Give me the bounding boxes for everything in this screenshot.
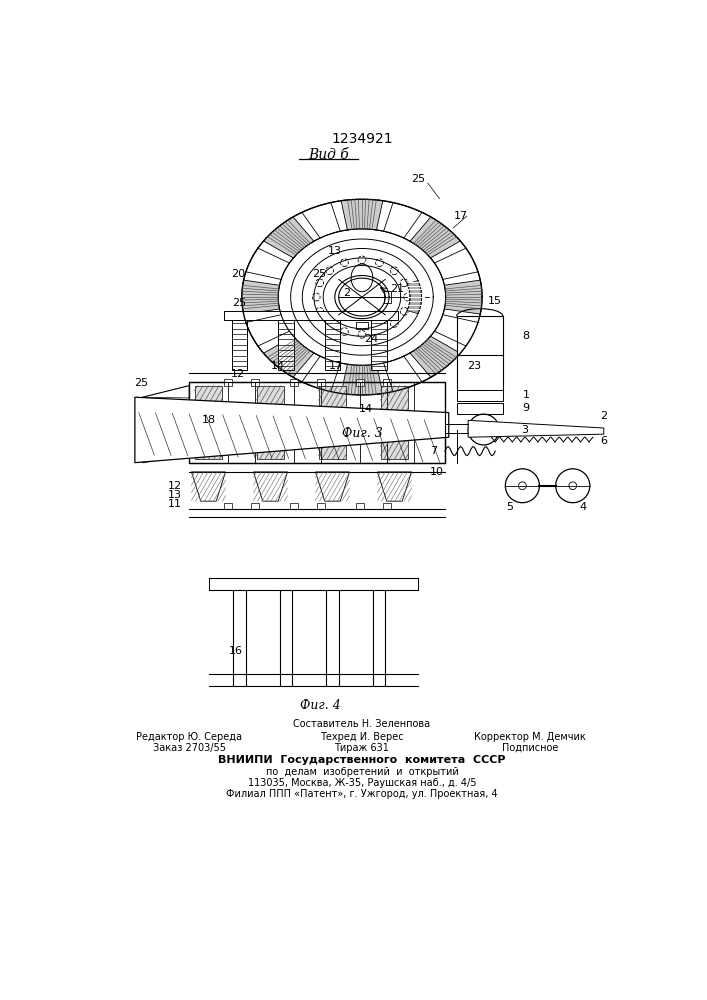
Polygon shape [341, 199, 382, 230]
Polygon shape [289, 200, 351, 243]
Text: 11: 11 [168, 499, 182, 509]
Polygon shape [407, 280, 421, 314]
Bar [384, 291, 392, 303]
Polygon shape [373, 200, 435, 243]
Bar [319, 386, 346, 459]
Polygon shape [428, 306, 481, 357]
Text: 17: 17 [329, 361, 344, 371]
Text: по  делам  изобретений  и  открытий: по делам изобретений и открытий [266, 767, 458, 777]
Text: 25: 25 [411, 174, 425, 184]
Text: 24: 24 [364, 334, 378, 344]
Polygon shape [264, 336, 314, 377]
Bar [457, 403, 503, 414]
Bar [224, 311, 398, 320]
Polygon shape [341, 364, 382, 395]
Bar [325, 320, 340, 370]
Polygon shape [468, 420, 604, 437]
Bar [457, 390, 503, 401]
Bar [371, 320, 387, 370]
Text: 21: 21 [390, 284, 404, 294]
Text: 6: 6 [600, 436, 607, 446]
Text: 8: 8 [522, 331, 530, 341]
Bar [290, 379, 298, 386]
Text: 5: 5 [506, 502, 513, 512]
Text: Фиг. 4: Фиг. 4 [300, 699, 341, 712]
Text: 18: 18 [201, 415, 216, 425]
Bar [251, 379, 259, 386]
Text: Филиал ППП «Патент», г. Ужгород, ул. Проектная, 4: Филиал ППП «Патент», г. Ужгород, ул. Про… [226, 789, 498, 799]
Text: 14: 14 [271, 361, 286, 371]
Bar [380, 386, 409, 459]
Text: Корректор М. Демчик: Корректор М. Демчик [474, 732, 586, 742]
Text: Редактор Ю. Середа: Редактор Ю. Середа [136, 732, 242, 742]
Bar [251, 503, 259, 509]
Text: 1234921: 1234921 [331, 132, 393, 146]
Text: 9: 9 [522, 403, 530, 413]
Text: 4: 4 [579, 502, 586, 512]
Text: 3: 3 [521, 425, 528, 435]
Text: 1: 1 [522, 390, 530, 400]
Polygon shape [445, 280, 482, 314]
Text: Вид б: Вид б [308, 148, 349, 162]
Bar [189, 382, 445, 463]
Bar [383, 379, 391, 386]
Bar [257, 386, 284, 459]
Bar [224, 379, 232, 386]
Polygon shape [428, 238, 481, 288]
Polygon shape [143, 386, 189, 463]
Polygon shape [315, 472, 349, 501]
Bar [232, 320, 247, 370]
Text: 15: 15 [489, 296, 502, 306]
Text: 12: 12 [168, 481, 182, 491]
Bar [383, 503, 391, 509]
Text: 17: 17 [454, 211, 468, 221]
Text: Фиг. 3: Фиг. 3 [341, 427, 382, 440]
Text: 25: 25 [312, 269, 327, 279]
Text: Составитель Н. Зеленпова: Составитель Н. Зеленпова [293, 719, 431, 729]
Polygon shape [243, 238, 296, 288]
Bar [356, 322, 368, 329]
Text: 13: 13 [328, 246, 341, 256]
Text: 10: 10 [430, 467, 444, 477]
Bar [290, 503, 298, 509]
Polygon shape [289, 351, 351, 394]
Text: Подписное: Подписное [502, 743, 559, 753]
Polygon shape [264, 217, 314, 258]
Polygon shape [410, 217, 460, 258]
Polygon shape [192, 472, 226, 501]
Text: 7: 7 [430, 446, 437, 456]
Text: Тираж 631: Тираж 631 [334, 743, 390, 753]
Text: 2: 2 [343, 288, 350, 298]
Polygon shape [373, 351, 435, 394]
Bar [209, 578, 418, 590]
Polygon shape [253, 472, 288, 501]
Text: 13: 13 [168, 490, 182, 500]
Polygon shape [242, 280, 279, 314]
Bar [224, 503, 232, 509]
Polygon shape [410, 336, 460, 377]
Bar [317, 503, 325, 509]
Text: 16: 16 [228, 646, 243, 656]
Bar [356, 379, 363, 386]
Text: 2: 2 [600, 411, 607, 421]
Bar [279, 320, 293, 370]
Text: 12: 12 [231, 369, 245, 379]
Bar [194, 386, 223, 459]
Bar [457, 316, 503, 355]
Polygon shape [135, 397, 449, 463]
Text: 25: 25 [134, 378, 148, 388]
Polygon shape [378, 472, 411, 501]
Bar [317, 379, 325, 386]
Text: 20: 20 [231, 269, 245, 279]
Text: 14: 14 [358, 404, 373, 414]
Bar [356, 503, 363, 509]
Text: Заказ 2703/55: Заказ 2703/55 [153, 743, 226, 753]
Text: 23: 23 [467, 361, 481, 371]
Text: 25: 25 [233, 298, 247, 308]
Polygon shape [243, 306, 296, 357]
Text: 113035, Москва, Ж-35, Раушская наб., д. 4/5: 113035, Москва, Ж-35, Раушская наб., д. … [247, 778, 477, 788]
Text: ВНИИПИ  Государственного  комитета  СССР: ВНИИПИ Государственного комитета СССР [218, 755, 506, 765]
Text: Техред И. Верес: Техред И. Верес [320, 732, 404, 742]
